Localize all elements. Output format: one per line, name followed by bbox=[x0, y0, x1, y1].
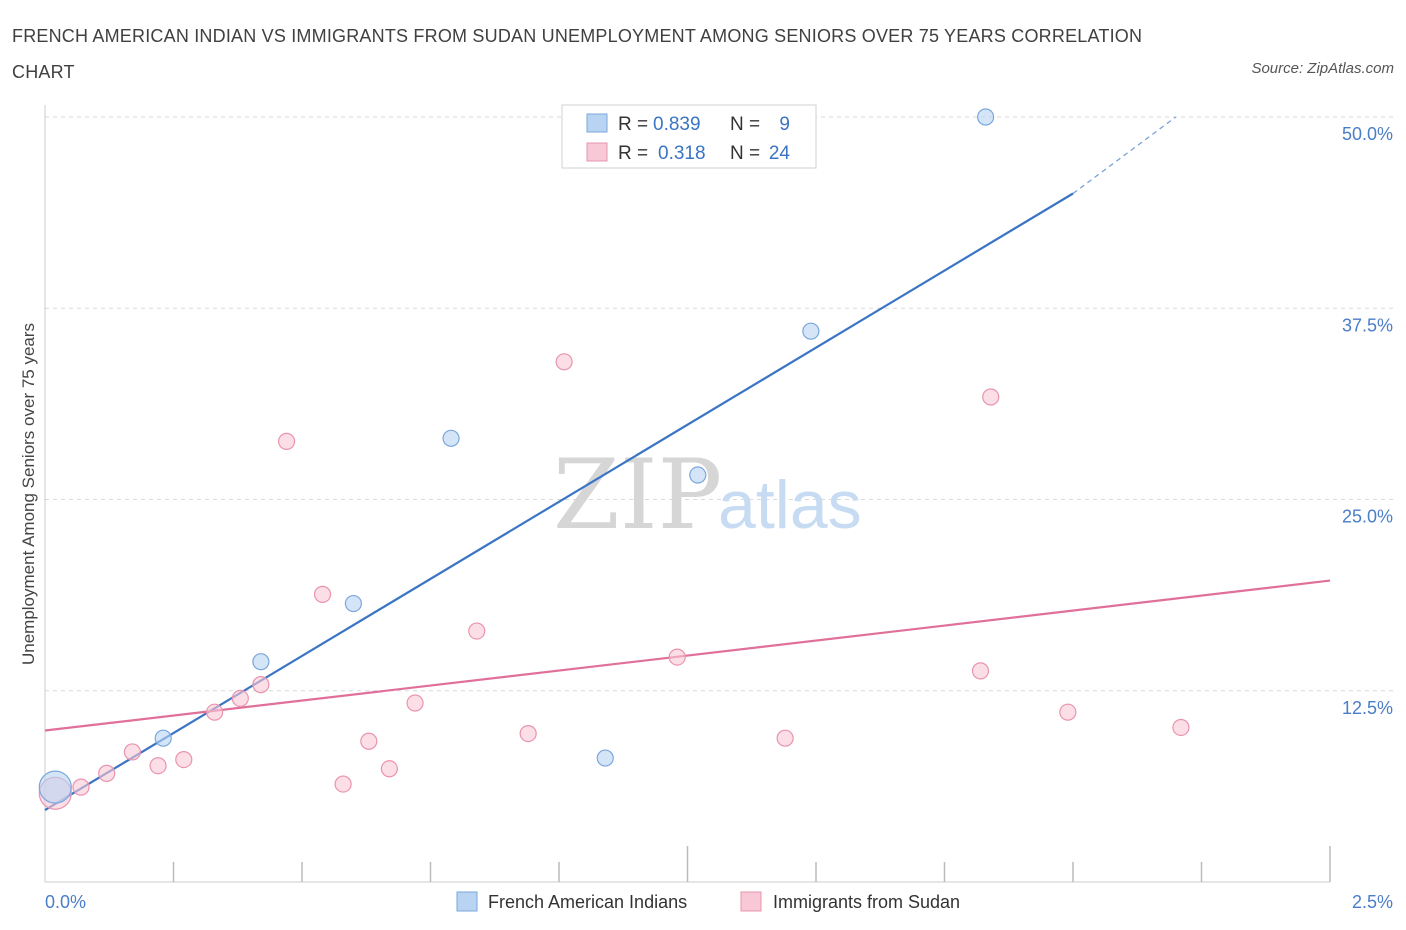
x-tick-label-max: 2.5% bbox=[1352, 892, 1393, 912]
point-french-american-indians bbox=[344, 594, 362, 613]
y-tick-label: 50.0% bbox=[1342, 124, 1393, 144]
point-immigrants-from-sudan bbox=[555, 353, 573, 371]
point-french-american-indians bbox=[977, 108, 995, 126]
legend-r-value-2: 0.318 bbox=[658, 143, 706, 164]
point-french-american-indians bbox=[154, 729, 172, 747]
series-legend-swatch-blue bbox=[456, 891, 478, 912]
point-immigrants-from-sudan bbox=[982, 388, 1000, 406]
legend-r-label-1: R = bbox=[618, 114, 648, 135]
point-immigrants-from-sudan bbox=[334, 775, 352, 793]
legend-swatch-blue bbox=[586, 113, 608, 133]
legend-r-label-2: R = bbox=[618, 143, 648, 164]
point-immigrants-from-sudan bbox=[668, 648, 686, 666]
point-french-american-indians bbox=[802, 322, 820, 340]
point-immigrants-from-sudan bbox=[252, 676, 270, 694]
point-immigrants-from-sudan bbox=[72, 778, 90, 796]
legend-n-value-1: 9 bbox=[779, 114, 790, 135]
y-axis-label: Unemployment Among Seniors over 75 years bbox=[19, 323, 38, 665]
point-immigrants-from-sudan bbox=[360, 732, 378, 750]
point-immigrants-from-sudan bbox=[98, 764, 116, 782]
legend-n-label-2: N = bbox=[730, 143, 760, 164]
y-tick-label: 37.5% bbox=[1342, 315, 1393, 335]
series-legend-swatch-pink bbox=[740, 891, 762, 912]
point-immigrants-from-sudan bbox=[277, 432, 296, 450]
point-french-american-indians bbox=[38, 770, 72, 804]
legend-r-value-1: 0.839 bbox=[653, 114, 701, 135]
x-tick-labels: 0.0% 2.5% bbox=[45, 892, 1393, 912]
watermark: ZIP atlas bbox=[553, 439, 862, 551]
point-french-american-indians bbox=[689, 466, 707, 484]
point-immigrants-from-sudan bbox=[149, 757, 167, 775]
point-immigrants-from-sudan bbox=[519, 724, 537, 743]
source-label: Source: ZipAtlas.com bbox=[1251, 60, 1394, 77]
point-immigrants-from-sudan bbox=[313, 585, 332, 603]
point-immigrants-from-sudan bbox=[776, 729, 794, 747]
watermark-zip: ZIP bbox=[553, 439, 722, 551]
legend-swatch-pink bbox=[586, 142, 608, 162]
y-tick-label: 12.5% bbox=[1342, 698, 1393, 718]
legend-n-value-2: 24 bbox=[769, 143, 791, 164]
point-immigrants-from-sudan bbox=[123, 743, 141, 761]
axes bbox=[44, 105, 1331, 883]
series-legend-label-1: French American Indians bbox=[488, 892, 687, 912]
watermark-atlas: atlas bbox=[718, 467, 862, 543]
trend-line-french-american-indians bbox=[44, 192, 1074, 812]
series-legend-label-2: Immigrants from Sudan bbox=[773, 892, 960, 912]
y-tick-label: 25.0% bbox=[1342, 507, 1393, 527]
grid bbox=[45, 116, 1395, 692]
series-legend: French American Indians Immigrants from … bbox=[456, 891, 960, 912]
data-points bbox=[38, 108, 1190, 810]
stats-legend: R = 0.839 N = 9 R = 0.318 N = 24 bbox=[561, 104, 817, 169]
trend-line-immigrants-from-sudan bbox=[44, 579, 1331, 732]
chart-title: FRENCH AMERICAN INDIAN VS IMMIGRANTS FRO… bbox=[12, 26, 1143, 82]
point-immigrants-from-sudan bbox=[468, 622, 486, 640]
point-immigrants-from-sudan bbox=[1059, 703, 1077, 721]
point-immigrants-from-sudan bbox=[380, 760, 398, 778]
point-immigrants-from-sudan bbox=[971, 662, 990, 680]
y-tick-labels: 12.5% 25.0% 37.5% 50.0% bbox=[1342, 124, 1393, 718]
point-immigrants-from-sudan bbox=[1172, 718, 1190, 737]
point-immigrants-from-sudan bbox=[175, 750, 193, 769]
point-french-american-indians bbox=[596, 749, 614, 767]
point-immigrants-from-sudan bbox=[406, 694, 424, 712]
legend-n-label-1: N = bbox=[730, 114, 760, 135]
point-immigrants-from-sudan bbox=[206, 703, 224, 721]
trend-line-extension-dashed bbox=[1072, 116, 1177, 194]
x-tick-label-min: 0.0% bbox=[45, 892, 86, 912]
point-immigrants-from-sudan bbox=[231, 689, 249, 708]
point-french-american-indians bbox=[252, 653, 270, 671]
point-french-american-indians bbox=[442, 429, 460, 447]
